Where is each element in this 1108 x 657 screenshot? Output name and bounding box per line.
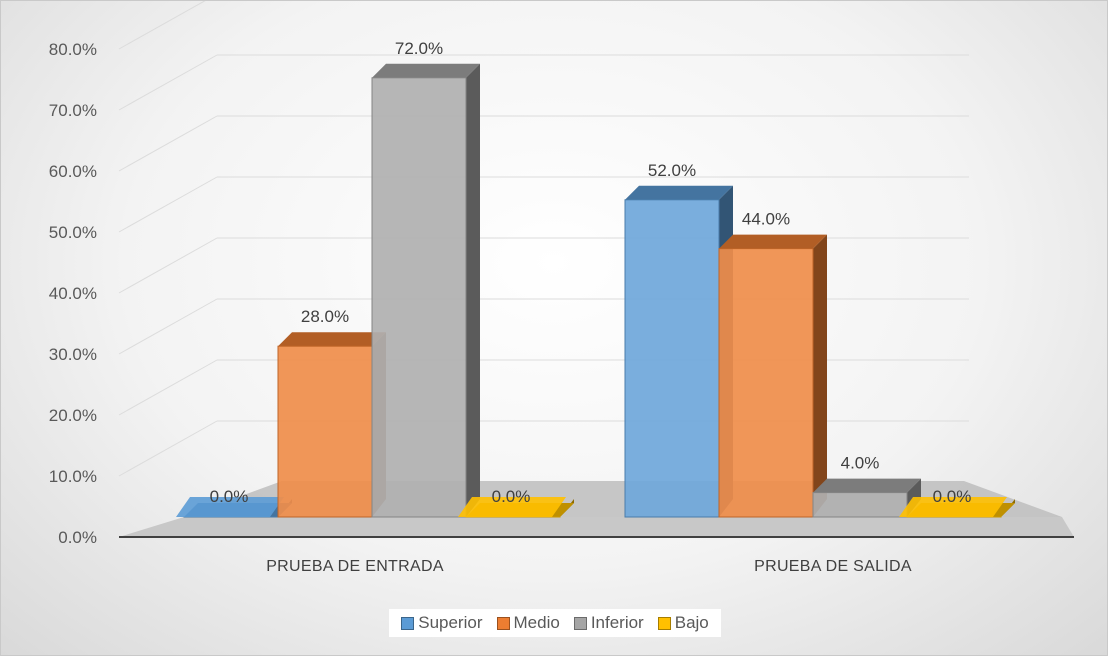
y-tick-label: 10.0% [49,467,97,486]
legend-swatch [574,617,587,630]
y-tick-label: 70.0% [49,101,97,120]
legend: Superior Medio Inferior Bajo [1,609,1108,637]
bar-side [466,64,480,517]
legend-label: Inferior [591,613,644,633]
gridline-diagonal [119,55,217,110]
y-tick-label: 40.0% [49,284,97,303]
y-tick-label: 60.0% [49,162,97,181]
data-label: 0.0% [210,487,249,506]
bar [625,200,719,517]
bar [813,493,907,517]
legend-label: Superior [418,613,482,633]
legend-label: Bajo [675,613,709,633]
data-label: 72.0% [395,39,443,58]
bar-top [278,332,386,346]
legend-swatch [401,617,414,630]
x-category-label: PRUEBA DE SALIDA [754,558,912,575]
y-tick-label: 80.0% [49,40,97,59]
legend-swatch [658,617,671,630]
y-tick-label: 20.0% [49,406,97,425]
bar [372,78,466,517]
chart-floor-front [119,517,1074,537]
x-category-label: PRUEBA DE ENTRADA [266,558,444,575]
data-label: 52.0% [648,161,696,180]
y-tick-label: 0.0% [58,528,97,547]
legend-item: Medio [497,613,560,633]
data-label: 0.0% [492,487,531,506]
y-tick-label: 30.0% [49,345,97,364]
legend-swatch [497,617,510,630]
legend-item: Superior [401,613,482,633]
bar-top [813,479,921,493]
gridline-diagonal [119,116,217,171]
gridline-diagonal [119,360,217,415]
bar-top [625,186,733,200]
legend-item: Bajo [658,613,709,633]
data-label: 28.0% [301,307,349,326]
y-tick-label: 50.0% [49,223,97,242]
legend-box: Superior Medio Inferior Bajo [389,609,721,637]
bar-side [813,235,827,517]
data-label: 4.0% [841,454,880,473]
bar [278,346,372,517]
gridline-diagonal [119,238,217,293]
legend-item: Inferior [574,613,644,633]
gridline-diagonal [119,299,217,354]
data-label: 0.0% [933,487,972,506]
gridline-diagonal [119,1,217,49]
bar [719,249,813,517]
bar-top [372,64,480,78]
bar-top [719,235,827,249]
legend-label: Medio [514,613,560,633]
data-label: 44.0% [742,210,790,229]
gridline-diagonal [119,421,217,476]
gridline-diagonal [119,177,217,232]
